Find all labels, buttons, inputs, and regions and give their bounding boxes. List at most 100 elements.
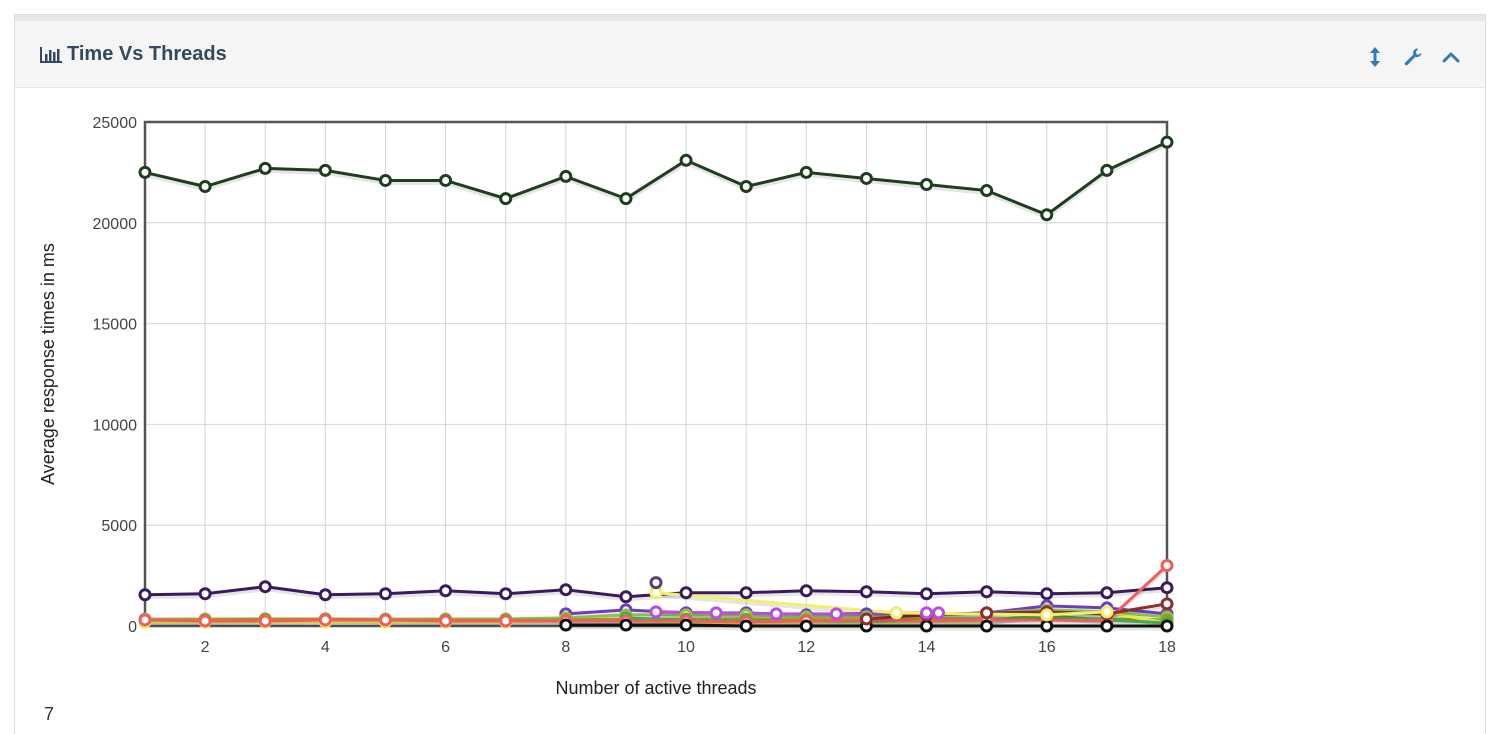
data-point[interactable]	[739, 619, 753, 633]
x-tick-label: 12	[797, 639, 815, 656]
data-point[interactable]	[799, 584, 813, 598]
panel-title: Time Vs Threads	[67, 43, 227, 65]
x-axis-label: Number of active threads	[555, 678, 756, 698]
data-point[interactable]	[378, 173, 392, 187]
data-point[interactable]	[739, 180, 753, 194]
data-point[interactable]	[1040, 608, 1054, 622]
y-tick-label: 15000	[93, 317, 138, 334]
data-point[interactable]	[198, 587, 212, 601]
data-point[interactable]	[649, 605, 663, 619]
y-axis-label: Average response times in ms	[38, 243, 58, 485]
data-point[interactable]	[1160, 135, 1174, 149]
data-point[interactable]	[198, 614, 212, 628]
y-tick-label: 10000	[93, 417, 138, 434]
data-point[interactable]	[859, 612, 873, 626]
series-line	[144, 140, 1168, 217]
resize-vertical-icon[interactable]	[1363, 45, 1387, 69]
data-point[interactable]	[1100, 163, 1114, 177]
data-point[interactable]	[1160, 581, 1174, 595]
x-tick-label: 18	[1158, 639, 1176, 656]
data-point[interactable]	[799, 619, 813, 633]
data-point[interactable]	[258, 580, 272, 594]
data-point[interactable]	[799, 165, 813, 179]
data-point[interactable]	[439, 614, 453, 628]
data-point[interactable]	[138, 165, 152, 179]
data-point[interactable]	[920, 177, 934, 191]
x-tick-label: 2	[201, 639, 210, 656]
data-point[interactable]	[198, 180, 212, 194]
data-point[interactable]	[679, 618, 693, 632]
data-point[interactable]	[1160, 619, 1174, 633]
data-point[interactable]	[829, 607, 843, 621]
data-point[interactable]	[138, 588, 152, 602]
x-tick-label: 10	[677, 639, 695, 656]
data-point[interactable]	[439, 173, 453, 187]
data-point[interactable]	[1100, 619, 1114, 633]
data-point[interactable]	[559, 169, 573, 183]
data-point[interactable]	[679, 586, 693, 600]
data-point[interactable]	[920, 619, 934, 633]
wrench-icon[interactable]	[1401, 45, 1425, 69]
data-point[interactable]	[980, 585, 994, 599]
data-point[interactable]	[1040, 619, 1054, 633]
series-line	[655, 591, 1107, 617]
series-line	[866, 602, 1168, 621]
panel-top-border	[15, 15, 1485, 21]
data-point[interactable]	[378, 587, 392, 601]
data-point[interactable]	[932, 606, 946, 620]
data-point[interactable]	[439, 584, 453, 598]
x-tick-label: 8	[561, 639, 570, 656]
data-point[interactable]	[258, 161, 272, 175]
data-point[interactable]	[499, 587, 513, 601]
plot-frame	[143, 120, 1169, 628]
data-point[interactable]	[499, 192, 513, 206]
x-tick-label: 14	[918, 639, 936, 656]
data-point[interactable]	[1100, 586, 1114, 600]
data-point[interactable]	[619, 192, 633, 206]
data-point[interactable]	[1100, 605, 1114, 619]
data-point[interactable]	[859, 171, 873, 185]
data-point[interactable]	[920, 587, 934, 601]
y-tick-label: 5000	[101, 518, 137, 535]
data-point[interactable]	[709, 606, 723, 620]
data-point[interactable]	[318, 613, 332, 627]
data-point[interactable]	[318, 163, 332, 177]
data-point[interactable]	[619, 590, 633, 604]
x-tick-label: 16	[1038, 639, 1056, 656]
data-point[interactable]	[559, 583, 573, 597]
data-point[interactable]	[378, 613, 392, 627]
data-point[interactable]	[859, 585, 873, 599]
data-point[interactable]	[769, 607, 783, 621]
data-point[interactable]	[980, 619, 994, 633]
data-point[interactable]	[649, 576, 663, 590]
data-point[interactable]	[318, 588, 332, 602]
panel-heading: Time Vs Threads	[15, 21, 1485, 88]
data-point[interactable]	[889, 606, 903, 620]
x-tick-label: 4	[321, 639, 330, 656]
y-tick-label: 25000	[93, 115, 138, 132]
data-point[interactable]	[559, 618, 573, 632]
chevron-up-icon[interactable]	[1439, 45, 1463, 69]
page-top-strip	[0, 0, 1494, 14]
data-point[interactable]	[649, 586, 663, 600]
panel-tools	[1363, 45, 1463, 69]
data-point[interactable]	[920, 606, 934, 620]
data-point[interactable]	[1040, 587, 1054, 601]
data-point[interactable]	[980, 606, 994, 620]
panel-title-wrap: Time Vs Threads	[39, 43, 227, 66]
data-point[interactable]	[1160, 597, 1174, 611]
series-shadow	[144, 143, 1168, 220]
data-point[interactable]	[679, 153, 693, 167]
data-point[interactable]	[258, 614, 272, 628]
data-point[interactable]	[739, 586, 753, 600]
x-tick-label: 6	[441, 639, 450, 656]
data-point[interactable]	[980, 184, 994, 198]
data-point[interactable]	[1040, 208, 1054, 222]
y-tick-label: 20000	[93, 216, 138, 233]
data-point[interactable]	[619, 618, 633, 632]
data-point[interactable]	[499, 614, 513, 628]
data-point[interactable]	[1160, 559, 1174, 573]
data-point[interactable]	[138, 613, 152, 627]
